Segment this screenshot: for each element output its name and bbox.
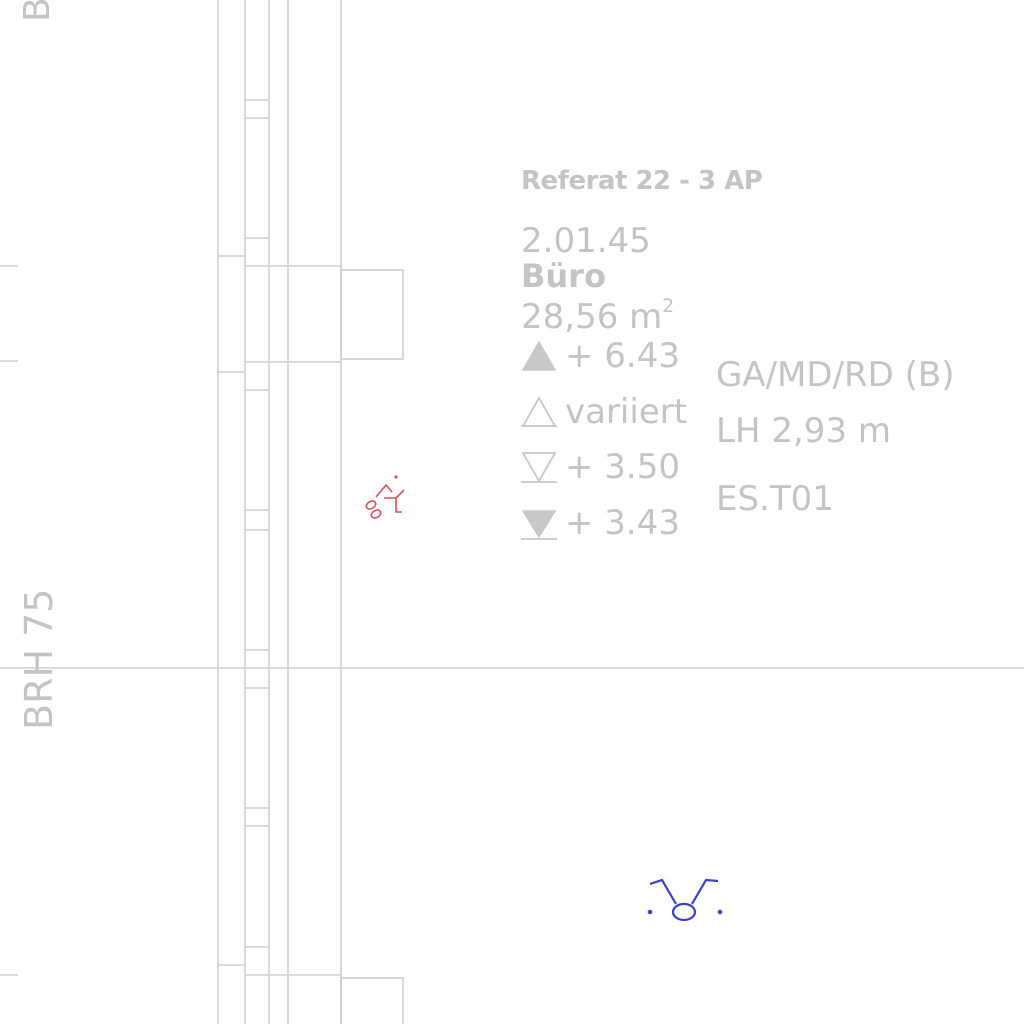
room-name: Büro (521, 257, 606, 295)
elevation-row-2: variiert (521, 392, 687, 432)
facade-wall (0, 0, 404, 1024)
room-department: Referat 22 - 3 AP (521, 166, 763, 196)
elevation-row-4: + 3.43 (521, 503, 680, 543)
elevation-value: variiert (565, 392, 688, 432)
elevation-triangle-outline-up-icon (521, 396, 557, 427)
sensor-symbol-icon (365, 475, 405, 519)
room-finish: ES.T01 (716, 479, 834, 519)
elevation-value: + 6.43 (565, 336, 680, 376)
elevation-triangle-outline-down-icon (521, 452, 557, 483)
room-number: 2.01.45 (521, 221, 651, 261)
room-area-value: 28,56 m (521, 297, 663, 337)
elevation-triangle-filled-up-icon (521, 340, 557, 371)
elevation-value: + 3.43 (565, 503, 680, 543)
elevation-row-3: + 3.50 (521, 447, 680, 487)
elevation-value: + 3.50 (565, 447, 680, 487)
elevation-row-1: + 6.43 (521, 336, 680, 376)
elevation-triangle-filled-down-icon (521, 510, 557, 540)
room-code: GA/MD/RD (B) (716, 355, 955, 395)
top-edge-label: B (17, 0, 58, 22)
fixture-symbol-icon (647, 878, 723, 922)
room-area: 28,56 m2 (521, 297, 674, 337)
room-clear-height: LH 2,93 m (716, 411, 891, 451)
sill-height-label: BRH 75 (17, 588, 61, 730)
room-area-exponent: 2 (662, 296, 675, 317)
